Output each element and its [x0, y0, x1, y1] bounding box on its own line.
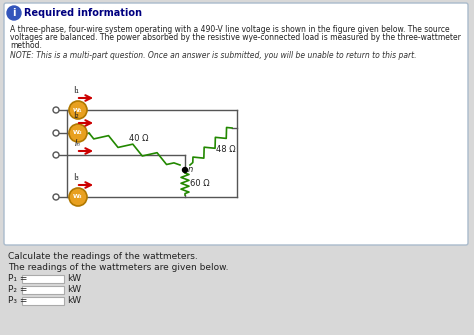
Text: I₃: I₃	[73, 173, 79, 182]
Circle shape	[69, 101, 87, 119]
FancyBboxPatch shape	[4, 3, 468, 245]
Circle shape	[53, 107, 59, 113]
Text: NOTE: This is a multi-part question. Once an answer is submitted, you will be un: NOTE: This is a multi-part question. Onc…	[10, 51, 417, 60]
Text: n: n	[188, 165, 193, 174]
Text: The readings of the wattmeters are given below.: The readings of the wattmeters are given…	[8, 263, 228, 272]
Text: P₂ =: P₂ =	[8, 285, 27, 294]
Text: W₁: W₁	[73, 108, 83, 113]
Circle shape	[69, 188, 87, 206]
Text: voltages are balanced. The power absorbed by the resistive wye-connected load is: voltages are balanced. The power absorbe…	[10, 33, 461, 42]
Text: 60 Ω: 60 Ω	[190, 179, 210, 188]
Circle shape	[7, 6, 21, 20]
Circle shape	[53, 194, 59, 200]
FancyBboxPatch shape	[22, 285, 64, 294]
Text: P₃ =: P₃ =	[8, 296, 27, 305]
Circle shape	[53, 152, 59, 158]
Text: method.: method.	[10, 41, 42, 50]
Text: W₃: W₃	[73, 195, 83, 200]
Text: I₂: I₂	[73, 111, 79, 120]
Text: i: i	[12, 8, 16, 18]
Text: kW: kW	[67, 285, 81, 294]
Text: kW: kW	[67, 274, 81, 283]
Text: 40 Ω: 40 Ω	[129, 134, 149, 143]
Text: A three-phase, four-wire system operating with a 490-V line voltage is shown in : A three-phase, four-wire system operatin…	[10, 25, 450, 34]
Text: Required information: Required information	[24, 8, 142, 18]
Text: I₁: I₁	[73, 86, 79, 95]
FancyBboxPatch shape	[22, 274, 64, 283]
Text: Calculate the readings of the wattmeters.: Calculate the readings of the wattmeters…	[8, 252, 198, 261]
Text: W₂: W₂	[73, 131, 83, 135]
Circle shape	[53, 130, 59, 136]
Circle shape	[182, 168, 188, 173]
Text: kW: kW	[67, 296, 81, 305]
Text: P₁ =: P₁ =	[8, 274, 27, 283]
Text: Iₙ: Iₙ	[75, 139, 81, 148]
Text: 48 Ω: 48 Ω	[216, 144, 236, 153]
Circle shape	[69, 124, 87, 142]
FancyBboxPatch shape	[22, 296, 64, 305]
